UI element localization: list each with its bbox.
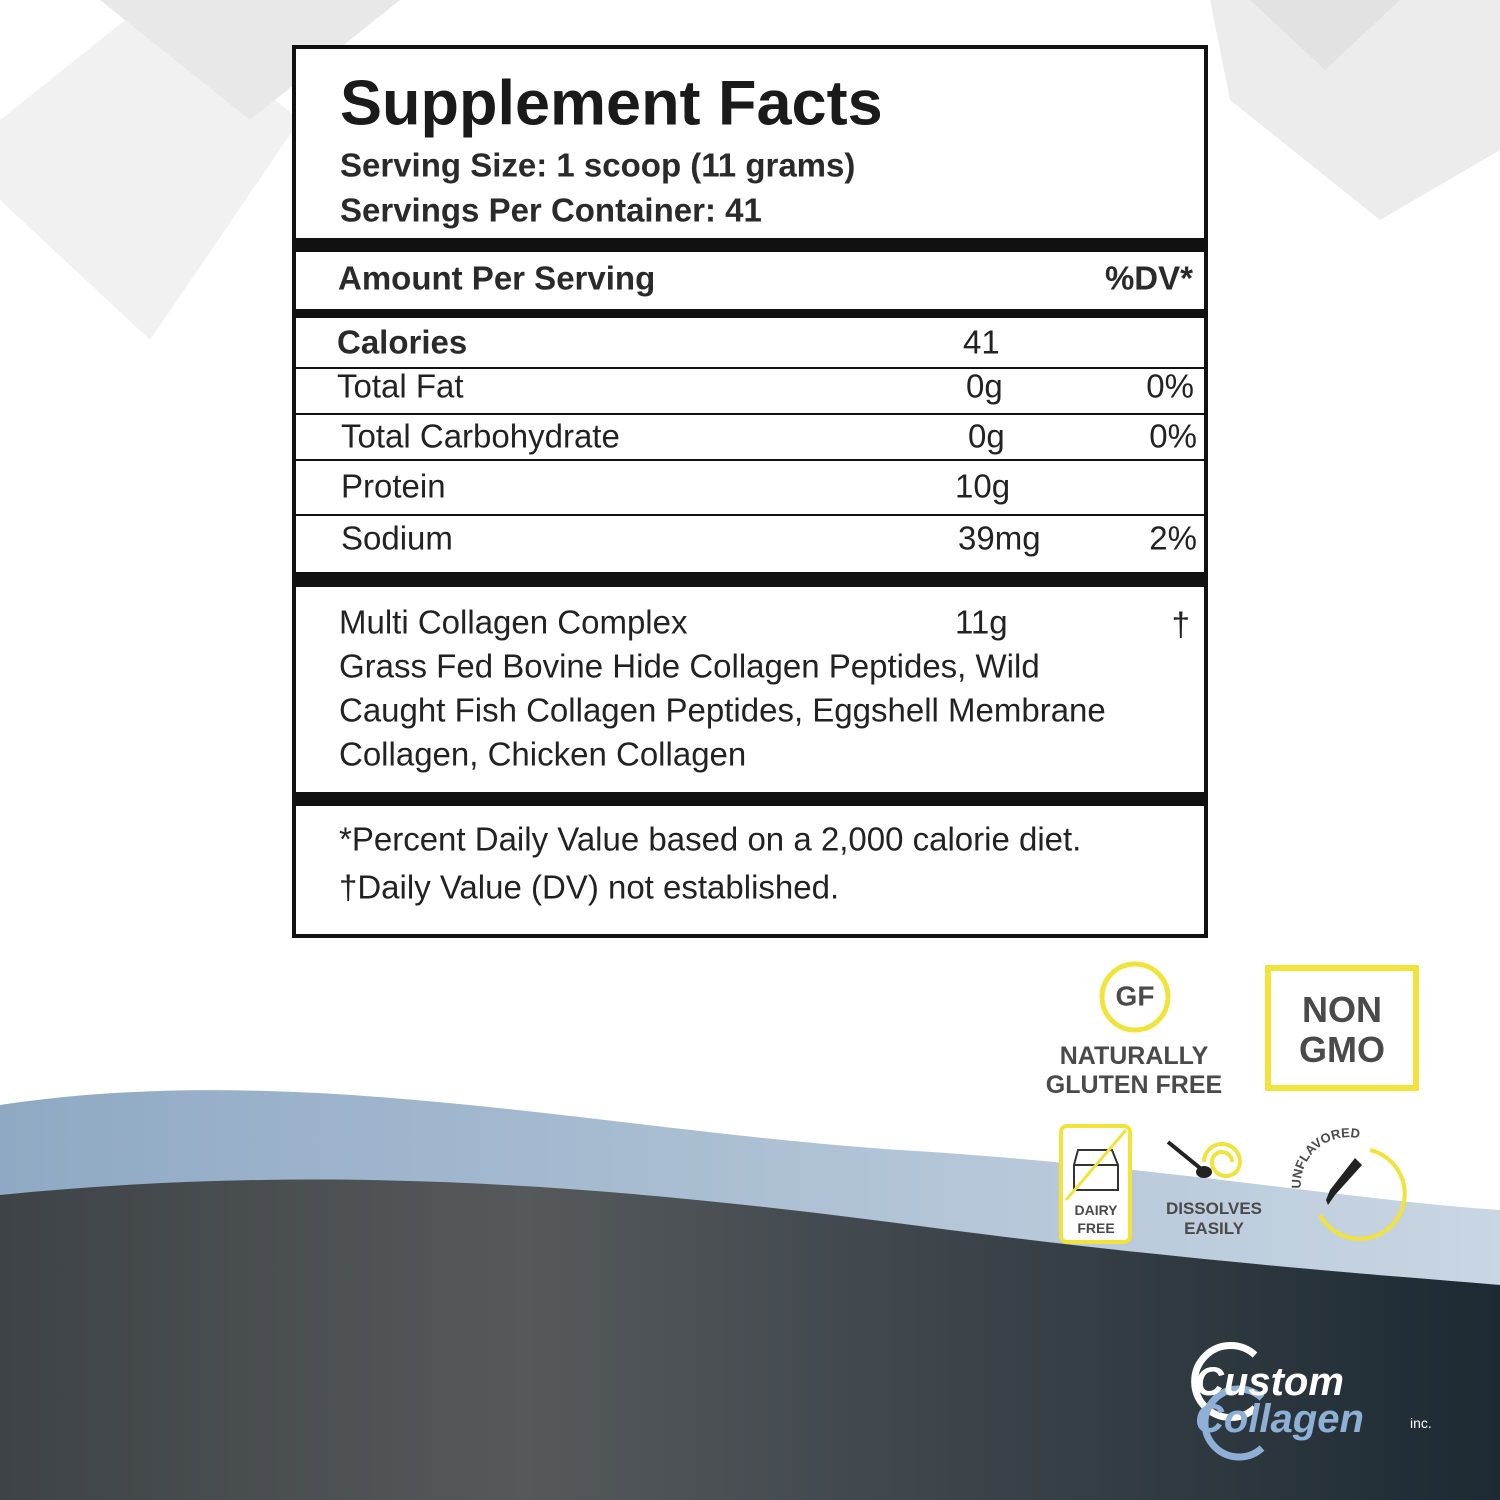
- blend-name: Multi Collagen Complex: [339, 604, 688, 641]
- gluten-free-text: NATURALLY: [1060, 1042, 1209, 1070]
- ingredients: Grass Fed Bovine Hide Collagen Peptides,…: [339, 648, 1040, 685]
- unflavored-arc: [1318, 1148, 1407, 1241]
- non-gmo-box: [1265, 965, 1419, 1091]
- nutrient-name: Sodium: [341, 520, 453, 557]
- nutrient-amount: 0g: [968, 418, 1005, 455]
- nutrient-dv: 0%: [1149, 418, 1197, 455]
- panel-border: [292, 45, 1208, 938]
- nutrient-amount: 41: [963, 324, 1000, 361]
- footnote: *Percent Daily Value based on a 2,000 ca…: [339, 821, 1081, 858]
- thin-rule: [294, 413, 1206, 415]
- gluten-free-text: GLUTEN FREE: [1046, 1071, 1222, 1099]
- strike: [1064, 1129, 1128, 1201]
- spoon-bowl: [1196, 1166, 1212, 1178]
- blend-amount: 11g: [955, 604, 1008, 641]
- medium-rule: [294, 309, 1206, 318]
- brand: Custom Collagen inc.: [1191, 1342, 1432, 1461]
- nutrient-amount: 0g: [966, 368, 1003, 405]
- title: Supplement Facts: [340, 69, 883, 139]
- badges: GF NATURALLY GLUTEN FREE NON GMO DAIRY F…: [1046, 961, 1419, 1244]
- nutrient-dv: 0%: [1146, 368, 1194, 405]
- footnote: †Daily Value (DV) not established.: [339, 869, 839, 906]
- nutrient-amount: 10g: [955, 468, 1010, 505]
- gf-circle: [1099, 961, 1171, 1033]
- servings-per-container: Servings Per Container: 41: [340, 192, 762, 229]
- brand-line2: Collagen: [1195, 1397, 1364, 1441]
- dv-header: %DV*: [1105, 260, 1193, 297]
- non-gmo-text: NON: [1302, 989, 1382, 1030]
- blend-dv: †: [1172, 606, 1190, 643]
- nutrient-amount: 39mg: [958, 520, 1041, 557]
- brand-c-outline: [1191, 1342, 1258, 1421]
- thick-rule: [294, 792, 1206, 806]
- supplement-facts: Supplement Facts Serving Size: 1 scoop (…: [292, 45, 1208, 938]
- dairy-free-box: [1059, 1124, 1132, 1244]
- amount-header: Amount Per Serving: [338, 260, 655, 297]
- brand-suffix: inc.: [1410, 1415, 1432, 1431]
- dissolves-text: DISSOLVES: [1166, 1199, 1262, 1218]
- gf-text: GF: [1116, 980, 1155, 1011]
- spoon-handle: [1166, 1140, 1202, 1170]
- brand-line1: Custom: [1195, 1360, 1344, 1404]
- nutrient-name: Total Fat: [337, 368, 464, 405]
- swirl-icon: [1202, 1142, 1243, 1178]
- thin-rule: [294, 367, 1206, 369]
- dissolves-text: EASILY: [1184, 1219, 1245, 1238]
- serving-size: Serving Size: 1 scoop (11 grams): [340, 147, 855, 184]
- nutrient-dv: 2%: [1149, 520, 1197, 557]
- nutrient-name: Total Carbohydrate: [341, 418, 620, 455]
- thin-rule: [294, 514, 1206, 516]
- dairy-free-text: DAIRY: [1074, 1202, 1118, 1218]
- nutrient-name: Protein: [341, 468, 446, 505]
- thick-rule: [294, 572, 1206, 587]
- thick-rule: [294, 238, 1206, 252]
- nutrient-name: Calories: [337, 324, 467, 361]
- brand-c-outline: [1201, 1385, 1265, 1461]
- ingredients: Collagen, Chicken Collagen: [339, 736, 746, 773]
- thin-rule: [294, 459, 1206, 461]
- ingredients: Caught Fish Collagen Peptides, Eggshell …: [339, 692, 1106, 729]
- non-gmo-text: GMO: [1299, 1029, 1385, 1070]
- dropper-icon: [1326, 1158, 1362, 1205]
- dairy-free-text: FREE: [1077, 1220, 1114, 1236]
